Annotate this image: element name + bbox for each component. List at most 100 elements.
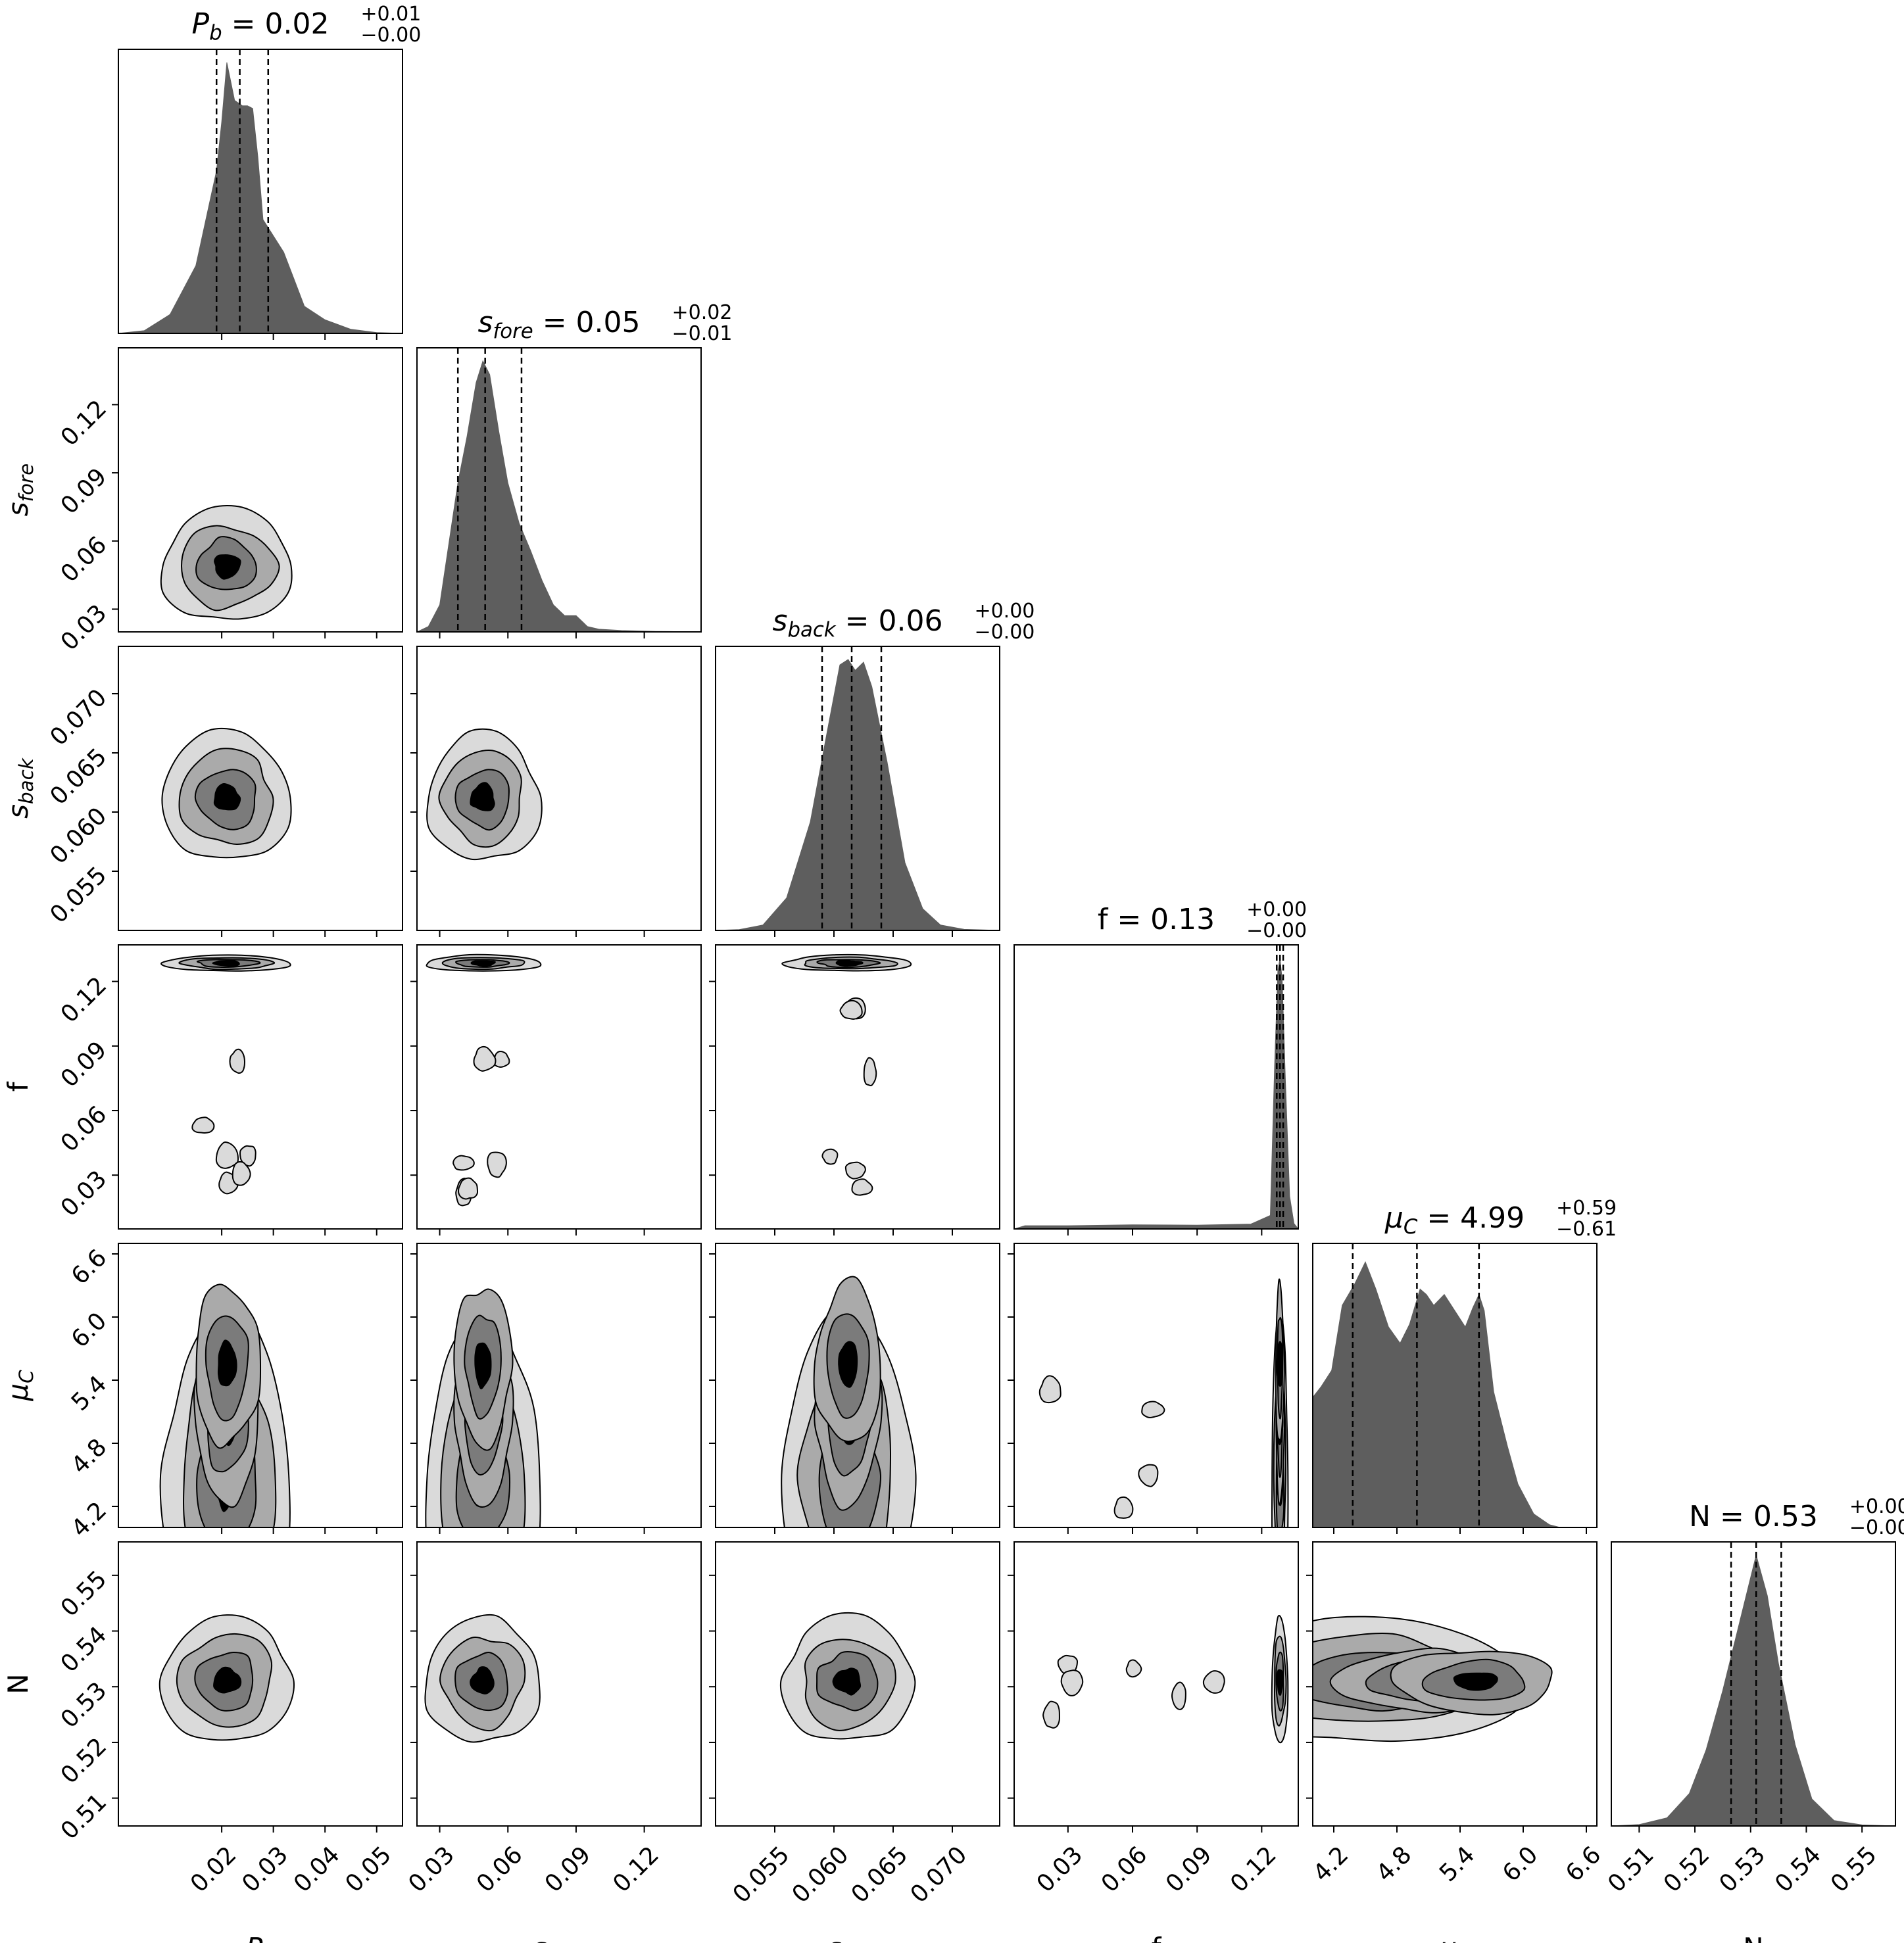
contour-island — [1125, 1659, 1142, 1678]
title-err-plus-pb: +0.01 — [360, 3, 421, 26]
panel-sfore-pb: 0.03 0.06 0.09 0.12 — [56, 347, 403, 656]
panel-frame — [416, 1541, 702, 1827]
contour-island — [1141, 1401, 1165, 1419]
title-muc: μC = 4.99 — [1384, 1201, 1525, 1239]
histogram-sback — [716, 659, 1000, 930]
contour-island — [1038, 1375, 1062, 1404]
panel-f-pb: 0.03 0.06 0.09 0.12 — [56, 944, 403, 1235]
y-axis-label-sfore: sfore — [2, 464, 37, 516]
contour-mode-3-level-4 — [1453, 1672, 1498, 1691]
x-tick-label-n: 0.54 — [1770, 1841, 1826, 1898]
x-tick-label-sfore: 0.03 — [403, 1841, 460, 1898]
x-tick-label-sfore: 0.06 — [472, 1841, 528, 1898]
y-tick-label-muc: 6.6 — [66, 1244, 112, 1289]
panel-frame — [1611, 1541, 1896, 1827]
histogram-f — [1014, 957, 1298, 1229]
histogram-n — [1611, 1554, 1895, 1826]
contour-island — [1194, 1549, 1210, 1572]
title-err-minus-n: −0.00 — [1849, 1516, 1904, 1539]
panel-frame — [715, 646, 1000, 931]
panel-sback-sfore — [410, 646, 702, 937]
x-tick-label-sback: 0.070 — [906, 1841, 973, 1908]
y-tick-label-sfore: 0.09 — [56, 463, 112, 519]
contour-island — [239, 1145, 256, 1167]
panel-pb-pb — [118, 49, 403, 340]
panel-sfore-sfore — [416, 347, 702, 638]
contour-island — [458, 1177, 479, 1200]
panel-frame — [118, 347, 403, 633]
x-axis-label-f: f — [1152, 1932, 1162, 1943]
contour-level-4 — [212, 959, 240, 967]
y-tick-label-n: 0.54 — [56, 1621, 112, 1678]
panel-n-pb: 0.020.030.040.05 0.510.520.530.540.55 — [56, 1541, 403, 1898]
x-axis-label-pb: Pb — [246, 1932, 275, 1943]
contour-level-4 — [835, 960, 864, 967]
title-err-minus-f: −0.00 — [1246, 919, 1307, 942]
contour-mode-3-level-4 — [838, 1341, 858, 1388]
panel-muc-pb: 4.2 4.8 5.4 6.0 6.6 — [66, 1243, 403, 1543]
y-tick-label-sfore: 0.12 — [56, 395, 112, 452]
title-f: f = 0.13 — [1098, 903, 1215, 936]
y-axis-label-n: N — [2, 1673, 34, 1694]
y-axis-label-muc: μC — [2, 1370, 37, 1402]
y-tick-label-f: 0.12 — [56, 972, 112, 1028]
x-axis-label-sfore: sfore — [533, 1932, 585, 1943]
contour-island — [1042, 1700, 1060, 1729]
contour-island — [215, 1141, 239, 1169]
x-tick-label-pb: 0.04 — [289, 1841, 345, 1898]
y-tick-label-muc: 6.0 — [66, 1307, 112, 1353]
contour-island — [844, 1161, 866, 1180]
x-tick-label-sback: 0.065 — [846, 1841, 914, 1908]
y-tick-label-n: 0.52 — [56, 1733, 112, 1789]
contour-island — [487, 1151, 507, 1178]
panel-grid: 0.030.060.090.120.0550.0600.0650.0700.03… — [45, 49, 1896, 1908]
y-tick-label-sfore: 0.06 — [56, 531, 112, 588]
title-n: N = 0.53 — [1689, 1500, 1818, 1533]
contour-level-4 — [213, 782, 241, 811]
panel-frame — [1013, 1243, 1299, 1528]
contour-island — [1202, 1670, 1225, 1694]
contour-island — [851, 1178, 873, 1196]
title-pb: Pb = 0.02 — [192, 7, 330, 45]
x-axis-label-sback: sback — [827, 1932, 889, 1943]
x-tick-label-f: 0.03 — [1032, 1841, 1088, 1898]
x-tick-label-n: 0.51 — [1603, 1841, 1659, 1898]
y-tick-label-muc: 5.4 — [66, 1370, 112, 1416]
contour-island — [1171, 1681, 1186, 1710]
panel-n-f: 0.03 0.06 0.09 0.12 — [1008, 1541, 1299, 1898]
y-tick-label-n: 0.53 — [56, 1677, 112, 1734]
panel-frame — [118, 49, 403, 334]
panel-muc-sfore — [410, 1243, 702, 1534]
contour-island — [232, 1161, 251, 1186]
y-axis-label-sback: sback — [2, 757, 37, 819]
x-tick-label-pb: 0.03 — [237, 1841, 293, 1898]
panel-frame — [1312, 1243, 1598, 1528]
x-tick-label-sback: 0.055 — [728, 1841, 795, 1908]
x-tick-label-n: 0.55 — [1826, 1841, 1882, 1898]
x-tick-label-sback: 0.060 — [787, 1841, 854, 1908]
x-tick-label-muc: 4.8 — [1371, 1841, 1417, 1886]
contour-island — [821, 1148, 839, 1165]
contour-island — [1148, 1545, 1170, 1570]
contour-island — [1138, 1464, 1159, 1487]
panel-frame — [416, 944, 702, 1230]
y-tick-label-f: 0.09 — [56, 1036, 112, 1093]
x-axis-label-muc: μC — [1438, 1932, 1471, 1943]
y-tick-label-n: 0.55 — [56, 1566, 112, 1622]
histogram-muc — [1313, 1260, 1597, 1527]
x-tick-label-pb: 0.02 — [185, 1841, 242, 1898]
panel-muc-muc — [1312, 1243, 1598, 1534]
title-err-minus-sfore: −0.01 — [671, 322, 732, 345]
y-axis-labels: sfore sback f μC N — [2, 464, 37, 1694]
title-err-minus-sback: −0.00 — [974, 621, 1035, 644]
y-axis-label-f: f — [2, 1081, 34, 1091]
panel-muc-f — [1008, 1243, 1299, 1572]
panel-frame — [416, 347, 702, 633]
x-tick-label-n: 0.52 — [1659, 1841, 1715, 1898]
contour-island — [473, 1045, 497, 1072]
y-tick-label-sback: 0.060 — [45, 802, 112, 869]
title-err-minus-pb: −0.00 — [360, 24, 421, 47]
